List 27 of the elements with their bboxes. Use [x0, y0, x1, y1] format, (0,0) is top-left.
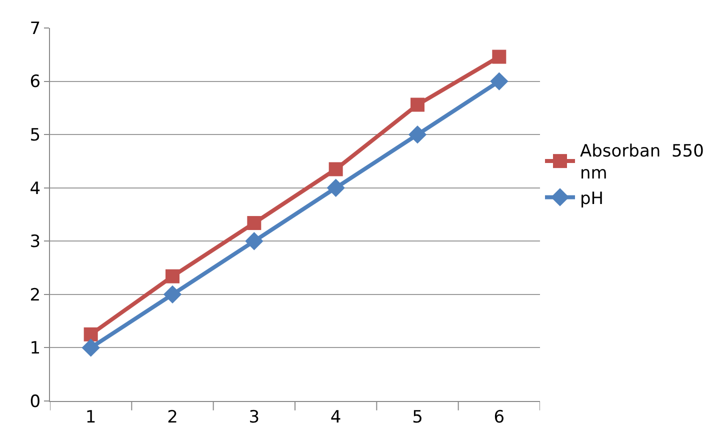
- point: [245, 232, 264, 250]
- y-tick-label: 2: [30, 285, 41, 306]
- x-tick-label: 4: [330, 407, 342, 428]
- point: [326, 178, 345, 197]
- point: [328, 162, 343, 176]
- x-tick-label: 6: [494, 407, 505, 428]
- y-tick-label: 6: [30, 72, 41, 92]
- y-tick-label: 0: [30, 392, 41, 412]
- x-tick-label: 2: [167, 407, 178, 428]
- point: [84, 327, 98, 342]
- legend-label: pH: [580, 188, 604, 209]
- y-tick-label: 1: [30, 338, 41, 359]
- x-tick-label: 5: [412, 407, 423, 428]
- point: [166, 269, 180, 284]
- y-tick-label: 4: [30, 178, 41, 199]
- point: [410, 98, 424, 112]
- point: [492, 50, 506, 64]
- point: [247, 216, 262, 230]
- x-tick-label: 1: [85, 407, 96, 428]
- y-tick-label: 7: [30, 18, 41, 39]
- point: [490, 72, 508, 90]
- x-tick-label: 3: [248, 407, 260, 428]
- point: [163, 285, 182, 304]
- point: [82, 338, 100, 357]
- y-tick-label: 3: [30, 232, 41, 252]
- y-tick-label: 5: [30, 126, 41, 146]
- point: [408, 125, 427, 144]
